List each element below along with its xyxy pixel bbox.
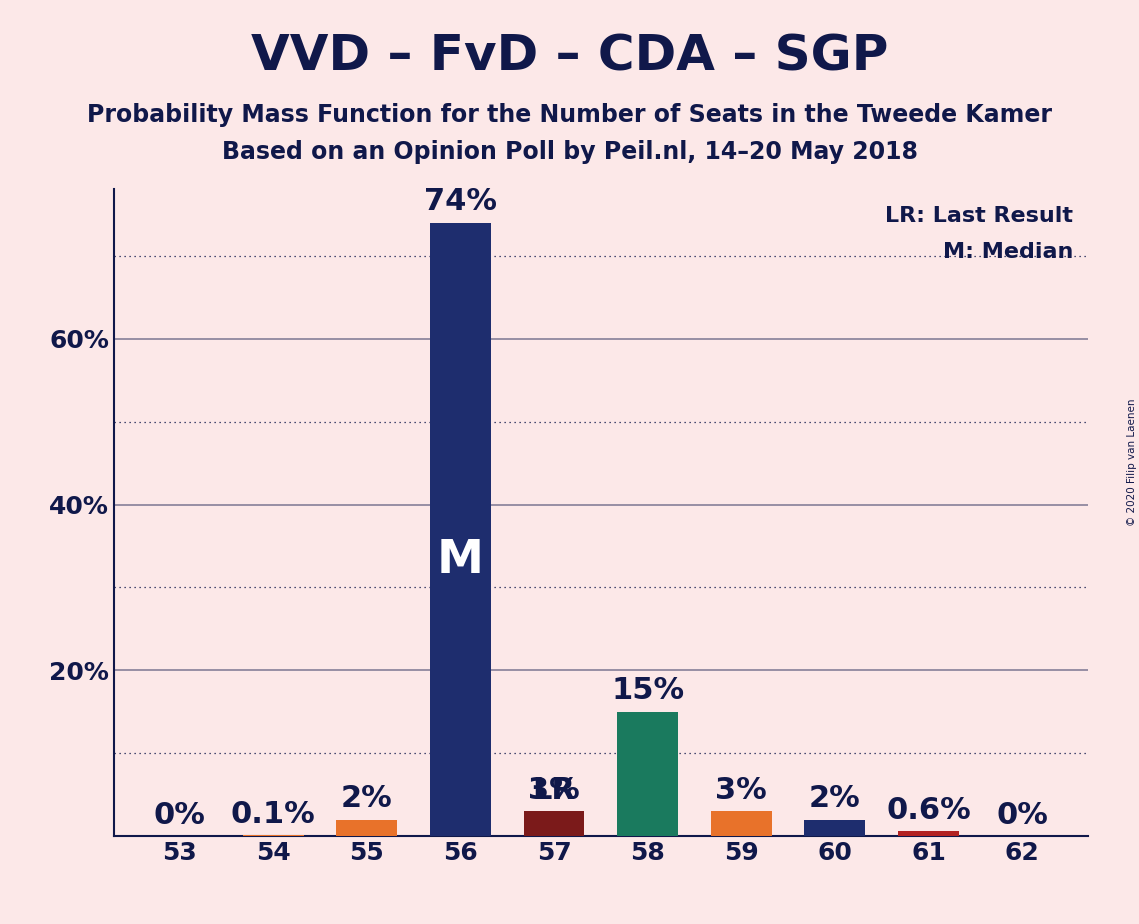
Text: 0%: 0% [997,800,1048,830]
Bar [429,223,491,836]
Text: 3%: 3% [528,776,580,805]
Text: © 2020 Filip van Laenen: © 2020 Filip van Laenen [1126,398,1137,526]
Text: 0.1%: 0.1% [231,800,316,829]
Bar [711,811,772,836]
Text: Probability Mass Function for the Number of Seats in the Tweede Kamer: Probability Mass Function for the Number… [87,103,1052,128]
Text: VVD – FvD – CDA – SGP: VVD – FvD – CDA – SGP [251,32,888,80]
Text: 15%: 15% [612,676,685,705]
Bar [804,820,866,836]
Text: M: M [437,538,484,583]
Text: 2%: 2% [341,784,393,813]
Text: 74%: 74% [424,187,497,216]
Text: 0%: 0% [154,800,205,830]
Text: Based on an Opinion Poll by Peil.nl, 14–20 May 2018: Based on an Opinion Poll by Peil.nl, 14–… [221,140,918,164]
Text: 2%: 2% [809,784,861,813]
Text: LR: LR [533,776,575,805]
Text: LR: Last Result: LR: Last Result [885,206,1073,225]
Text: 3%: 3% [715,776,768,805]
Text: 0.6%: 0.6% [886,796,970,824]
Bar [617,711,678,836]
Bar [899,832,959,836]
Bar [336,820,398,836]
Text: M: Median: M: Median [943,242,1073,262]
Bar [524,811,584,836]
